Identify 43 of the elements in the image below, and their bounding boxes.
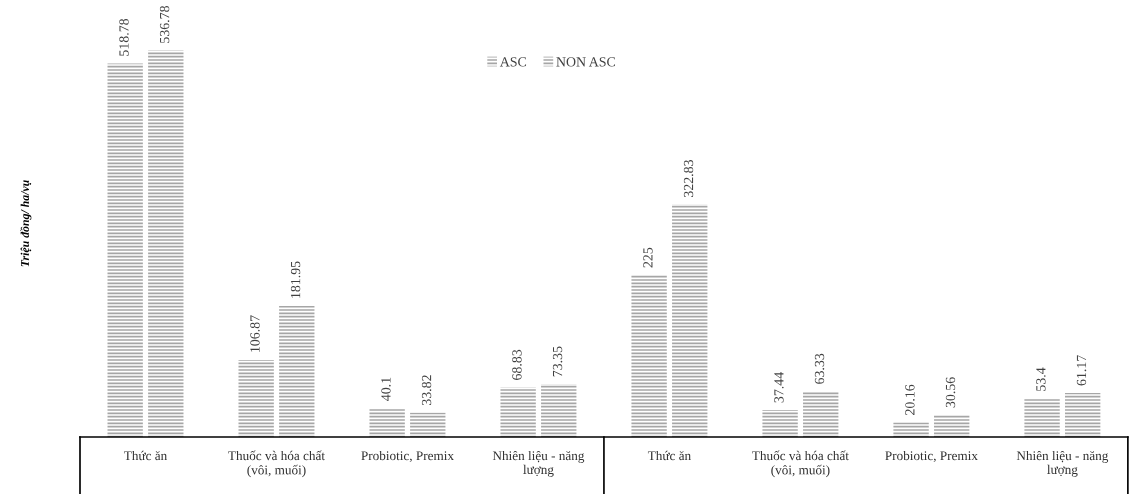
bar	[672, 204, 708, 437]
x-tick-label: Nhiên liệu - năng lượng	[1016, 450, 1109, 477]
bar	[1024, 398, 1060, 437]
data-label: 30.56	[945, 377, 956, 408]
bar	[410, 412, 446, 437]
data-label: 33.82	[421, 375, 432, 406]
bar	[500, 387, 536, 437]
data-label: 53.4	[1036, 367, 1046, 391]
data-label: 20.16	[905, 384, 915, 415]
x-tick-label: Thức ăn	[124, 450, 167, 461]
data-label: 40.1	[381, 377, 391, 401]
bar	[893, 422, 929, 437]
data-label: 518.78	[119, 18, 129, 56]
bar	[148, 50, 184, 437]
data-label: 536.78	[159, 5, 170, 43]
data-label: 37.44	[774, 372, 784, 403]
x-tick-label: Thức ăn	[647, 450, 691, 461]
bar	[1065, 392, 1101, 437]
legend-label: ASC	[499, 57, 527, 67]
y-axis-title: Triệu đồng/ ha/vụ	[20, 180, 32, 267]
data-label: 73.35	[552, 346, 563, 377]
data-label: 68.83	[512, 349, 522, 380]
data-label: 106.87	[250, 315, 260, 352]
bar	[541, 384, 577, 437]
x-tick-label: Thuốc và hóa chất (vôi, muối)	[752, 450, 849, 478]
x-tick-label: Probiotic, Premix	[361, 450, 454, 463]
data-label: 63.33	[814, 353, 825, 384]
bar	[803, 391, 839, 437]
bar	[369, 408, 405, 437]
legend-label: NON ASC	[556, 57, 616, 67]
bar	[279, 306, 315, 437]
data-label: 225	[643, 247, 653, 268]
data-label: 181.95	[290, 261, 301, 298]
data-label: 322.83	[683, 160, 694, 197]
x-tick-label: Nhiên liệu - năng lượng	[492, 450, 585, 477]
data-label: 61.17	[1076, 355, 1087, 386]
x-tick-label: Thuốc và hóa chất (vôi, muối)	[228, 450, 325, 478]
bar	[934, 415, 970, 437]
bar	[107, 63, 143, 437]
bar	[238, 360, 274, 437]
bar	[631, 275, 667, 437]
bar	[762, 410, 798, 437]
x-tick-label: Probiotic, Premix	[885, 450, 978, 463]
